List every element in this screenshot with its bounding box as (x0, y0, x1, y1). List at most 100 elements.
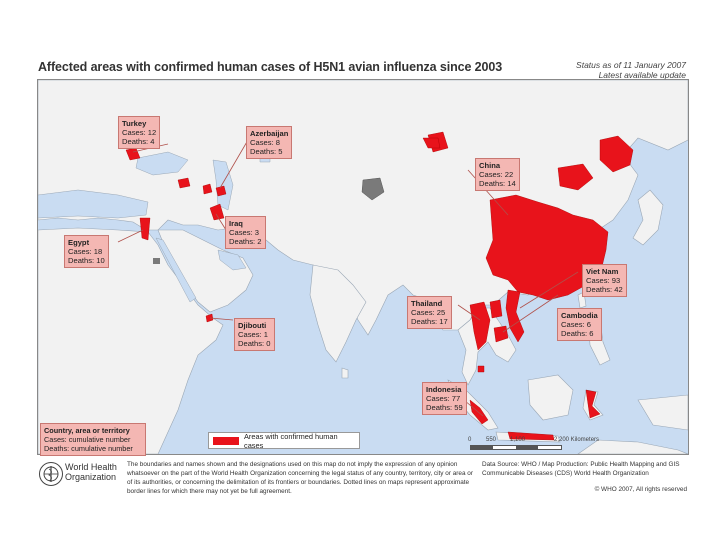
scale-tick: 2,200 Kilometers (554, 437, 600, 443)
affected-indonesia-n (477, 365, 485, 373)
no-data-area-2 (153, 258, 160, 264)
callout-egypt[interactable]: Egypt Cases: 18 Deaths: 10 (64, 235, 109, 268)
callout-country: Azerbaijan (250, 129, 289, 138)
affected-djibouti (205, 313, 214, 323)
callout-iraq[interactable]: Iraq Cases: 3 Deaths: 2 (225, 216, 266, 249)
callout-country: Djibouti (238, 321, 267, 330)
affected-egypt (139, 217, 151, 241)
callout-cases: Cases: 8 (250, 138, 280, 147)
callout-deaths: Deaths: 0 (238, 339, 271, 348)
callout-deaths: Deaths: 59 (426, 403, 463, 412)
callout-turkey[interactable]: Turkey Cases: 12 Deaths: 4 (118, 116, 161, 149)
leader-djibouti (209, 317, 234, 321)
callout-country: Egypt (68, 238, 90, 247)
affected-cambodia (493, 325, 509, 343)
legend-swatch (213, 436, 239, 445)
affected-azerbaijan (215, 185, 227, 197)
japan-landmass (632, 189, 664, 246)
legend-key-line3: Deaths: cumulative number (44, 444, 133, 453)
legend-key: Country, area or territory Cases: cumula… (40, 423, 146, 456)
affected-iraq (209, 203, 225, 221)
callout-deaths: Deaths: 10 (68, 256, 105, 265)
caspian-sea (212, 159, 234, 211)
callout-cases: Cases: 3 (229, 228, 259, 237)
callout-cases: Cases: 12 (122, 128, 157, 137)
callout-country: Indonesia (426, 385, 462, 394)
affected-indonesia-java (507, 431, 555, 441)
affected-vietnam (505, 289, 525, 343)
leader-egypt (117, 229, 144, 243)
india-landmass (309, 264, 367, 363)
callout-cases: Cases: 18 (68, 247, 103, 256)
srilanka-landmass (341, 367, 349, 379)
affected-indonesia-sulawesi (585, 389, 601, 419)
papua-landmass (637, 394, 688, 431)
callout-cases: Cases: 77 (426, 394, 461, 403)
scale-tick: 550 (486, 437, 497, 443)
footer: World Health Organization The boundaries… (37, 458, 687, 498)
callout-deaths: Deaths: 5 (250, 147, 283, 156)
legend-key-line2: Cases: cumulative number (44, 435, 131, 444)
red-sea (155, 237, 197, 303)
callout-cases: Cases: 6 (561, 320, 591, 329)
scale-bar-graphic (470, 445, 562, 450)
callout-country: Turkey (122, 119, 147, 128)
map-title: Affected areas with confirmed human case… (38, 60, 503, 74)
who-name-line1: World Health (65, 462, 117, 472)
callout-deaths: Deaths: 6 (561, 329, 594, 338)
callout-thailand[interactable]: Thailand Cases: 25 Deaths: 17 (407, 296, 452, 329)
scale-tick: 1,100 (510, 437, 526, 443)
leader-iraq (215, 213, 227, 231)
callout-cases: Cases: 22 (479, 170, 514, 179)
affected-china-n (557, 163, 594, 191)
affected-kazakh (422, 137, 441, 149)
callout-china[interactable]: China Cases: 22 Deaths: 14 (475, 158, 520, 191)
legend-key-line1: Country, area or territory (44, 426, 130, 435)
callout-indonesia[interactable]: Indonesia Cases: 77 Deaths: 59 (422, 382, 467, 415)
map-frame[interactable]: Turkey Cases: 12 Deaths: 4 Azerbaijan Ca… (37, 79, 689, 455)
scale-bar: 0 550 1,100 2,200 Kilometers (468, 437, 620, 451)
affected-turkey-se (202, 183, 213, 195)
callout-country: Iraq (229, 219, 243, 228)
callout-country: Cambodia (561, 311, 598, 320)
mediterranean-sea (38, 189, 149, 219)
disclaimer: The boundaries and names shown and the d… (127, 461, 473, 495)
australia-landmass (577, 439, 688, 454)
leader-cambodia (502, 294, 559, 333)
callout-country: Viet Nam (586, 267, 619, 276)
callout-deaths: Deaths: 42 (586, 285, 623, 294)
leader-azerbaijan (219, 139, 249, 189)
who-name-line2: Organization (65, 472, 117, 482)
who-logo-icon (39, 462, 63, 486)
who-name: World Health Organization (65, 462, 117, 482)
callout-deaths: Deaths: 4 (122, 137, 155, 146)
persian-gulf (217, 249, 247, 271)
status-update: Latest available update (598, 70, 686, 80)
callout-cases: Cases: 25 (411, 308, 446, 317)
world-map (38, 80, 688, 454)
affected-laos (489, 299, 503, 319)
callout-country: Thailand (411, 299, 443, 308)
callout-vietnam[interactable]: Viet Nam Cases: 93 Deaths: 42 (582, 264, 627, 297)
scale-tick: 0 (468, 437, 472, 443)
callout-cases: Cases: 93 (586, 276, 621, 285)
status-note: Status as of 11 January 2007 Latest avai… (576, 60, 686, 80)
borneo-landmass (527, 374, 574, 421)
callout-djibouti[interactable]: Djibouti Cases: 1 Deaths: 0 (234, 318, 275, 351)
leader-vietnam (519, 271, 579, 309)
status-date: Status as of 11 January 2007 (576, 60, 686, 70)
no-data-area (361, 177, 385, 201)
legend-area-label: Areas with confirmed human cases (244, 431, 338, 450)
callout-deaths: Deaths: 2 (229, 237, 262, 246)
affected-thailand (469, 301, 491, 351)
black-sea (135, 151, 189, 176)
callout-deaths: Deaths: 14 (479, 179, 516, 188)
leader-china (467, 169, 509, 216)
callout-cambodia[interactable]: Cambodia Cases: 6 Deaths: 6 (557, 308, 602, 341)
copyright: © WHO 2007, All rights reserved (594, 486, 687, 493)
callout-azerbaijan[interactable]: Azerbaijan Cases: 8 Deaths: 5 (246, 126, 293, 159)
leader-thailand (457, 304, 481, 321)
callout-cases: Cases: 1 (238, 330, 268, 339)
affected-china-ne (599, 135, 634, 173)
legend-affected-areas: Areas with confirmed human cases (208, 431, 360, 450)
